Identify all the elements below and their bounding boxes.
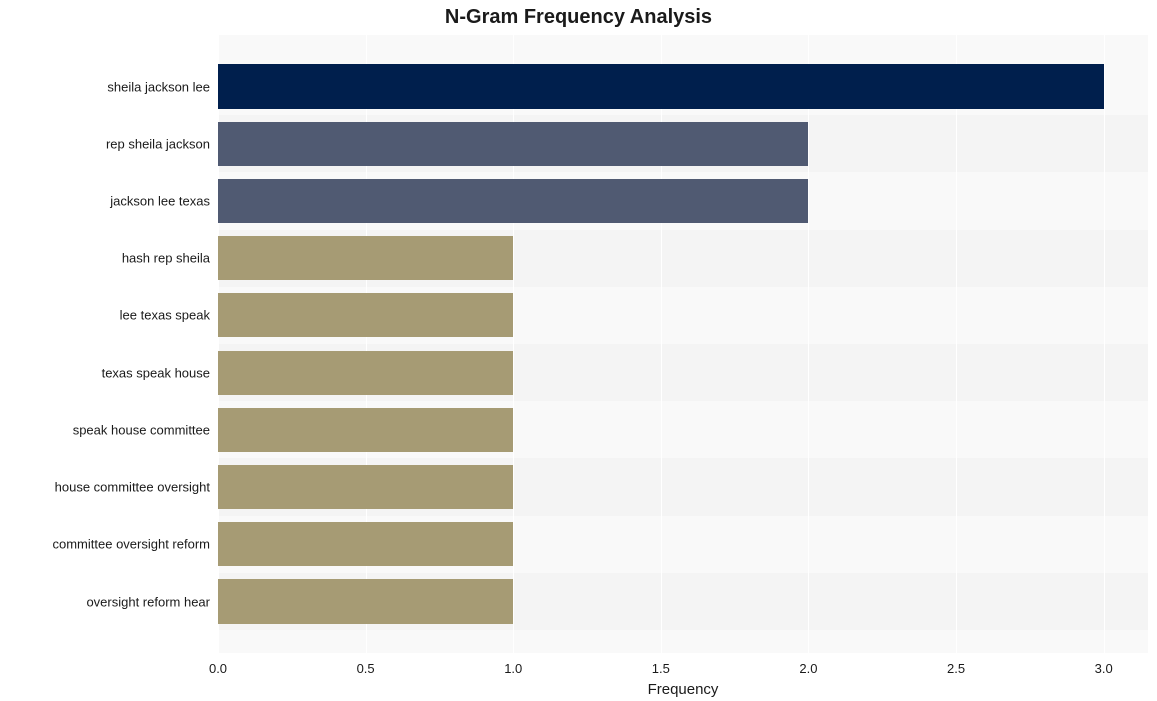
x-tick-label: 2.5 — [947, 661, 965, 676]
x-tick-label: 1.0 — [504, 661, 522, 676]
ngram-frequency-chart: N-Gram Frequency Analysis sheila jackson… — [0, 0, 1157, 701]
x-gridline — [956, 35, 957, 653]
bar — [218, 522, 513, 566]
y-tick-label: lee texas speak — [120, 308, 210, 323]
chart-title: N-Gram Frequency Analysis — [0, 6, 1157, 29]
bar — [218, 236, 513, 280]
x-gridline — [808, 35, 809, 653]
x-tick-label: 2.0 — [799, 661, 817, 676]
x-gridline — [1104, 35, 1105, 653]
x-axis-title: Frequency — [218, 681, 1148, 698]
bar — [218, 293, 513, 337]
bar — [218, 579, 513, 623]
x-tick-label: 0.0 — [209, 661, 227, 676]
y-tick-label: house committee oversight — [55, 480, 210, 495]
x-tick-label: 0.5 — [357, 661, 375, 676]
bar — [218, 351, 513, 395]
x-tick-label: 1.5 — [652, 661, 670, 676]
y-tick-label: hash rep sheila — [122, 251, 210, 266]
bar — [218, 179, 808, 223]
bar — [218, 64, 1104, 108]
y-tick-label: texas speak house — [102, 365, 210, 380]
y-tick-label: sheila jackson lee — [107, 79, 210, 94]
y-tick-label: committee oversight reform — [53, 537, 211, 552]
y-tick-label: oversight reform hear — [86, 594, 210, 609]
x-tick-label: 3.0 — [1095, 661, 1113, 676]
bar — [218, 465, 513, 509]
x-axis-labels: 0.00.51.01.52.02.53.0 — [218, 661, 1148, 681]
y-tick-label: speak house committee — [73, 422, 210, 437]
y-axis-labels: sheila jackson lee rep sheila jackson jack… — [0, 35, 210, 653]
y-tick-label: jackson lee texas — [110, 193, 210, 208]
plot-area — [218, 35, 1148, 653]
bar — [218, 122, 808, 166]
y-tick-label: rep sheila jackson — [106, 136, 210, 151]
bar — [218, 408, 513, 452]
